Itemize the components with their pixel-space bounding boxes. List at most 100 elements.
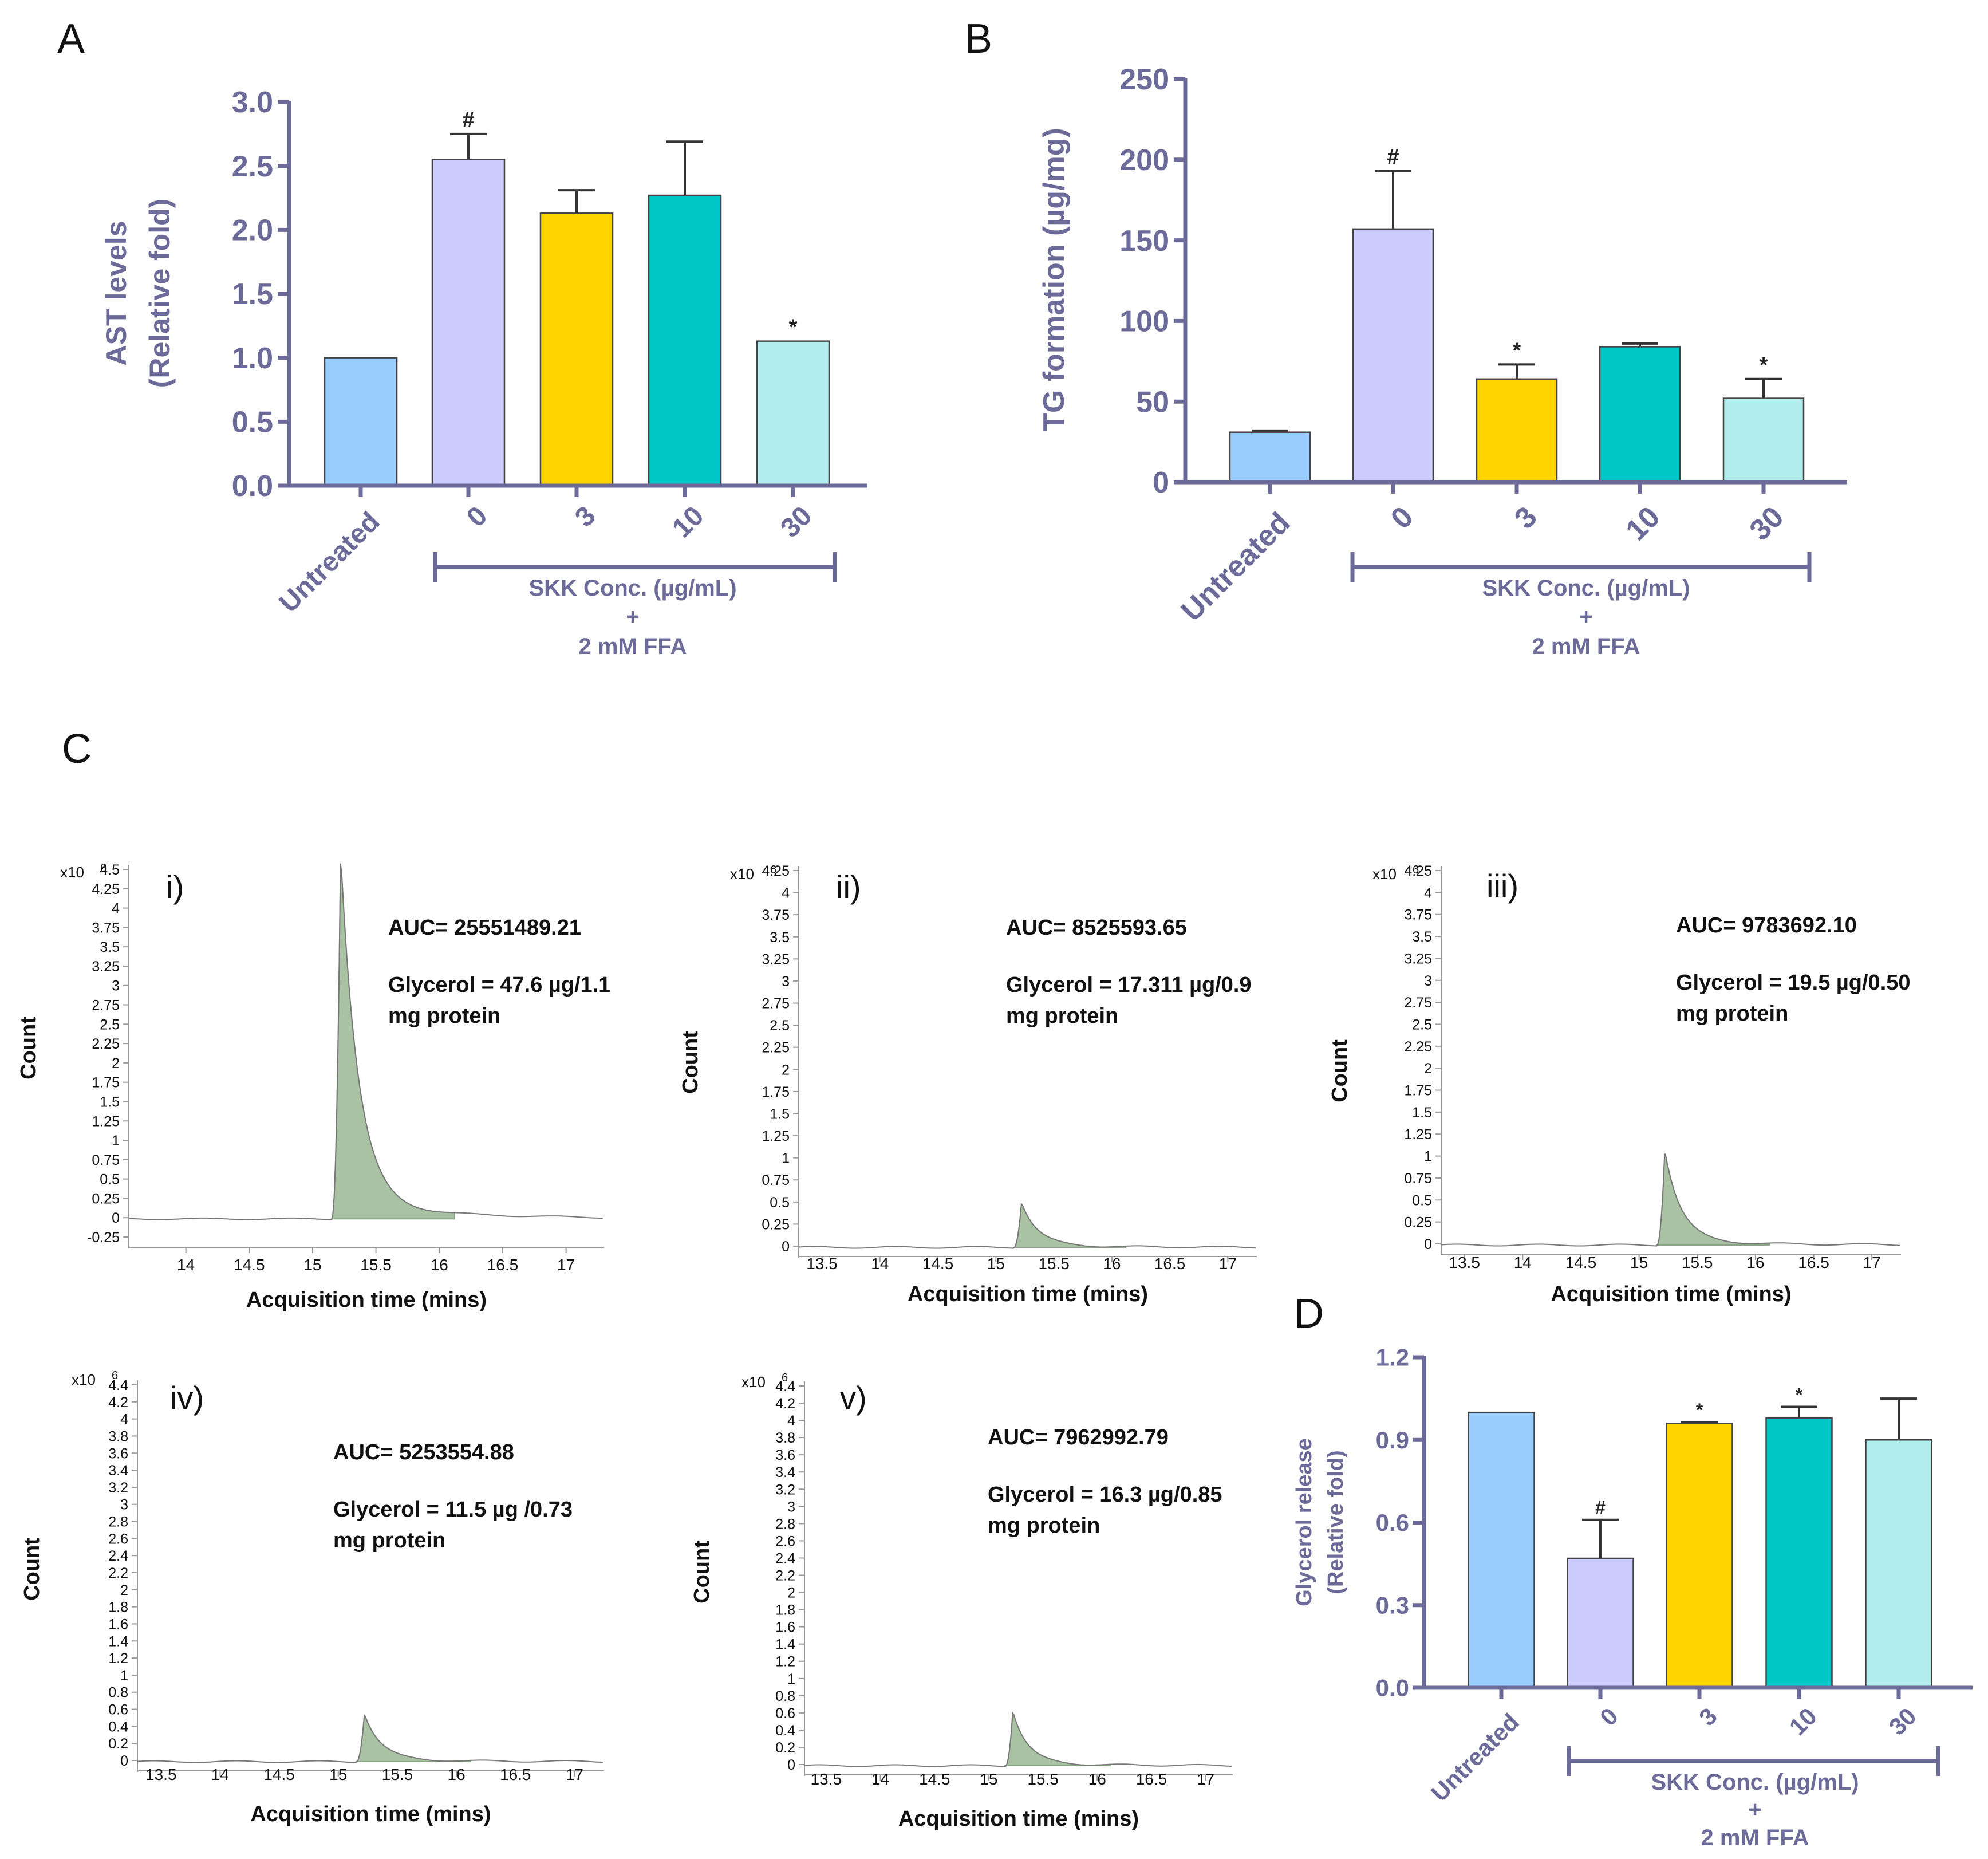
x-axis-title: Acquisition time (mins) [898, 1807, 1139, 1831]
y-tick-label: 2.25 [1404, 1039, 1432, 1055]
x-category-label: 30 [1744, 500, 1790, 547]
y-tick-label: 3.5 [1412, 929, 1432, 945]
y-tick-label: 2.6 [108, 1531, 128, 1547]
y-tick-label: 1.2 [1376, 1344, 1409, 1371]
x-tick-label: 16.5 [500, 1766, 531, 1783]
x-tick-label: 17 [1863, 1254, 1881, 1271]
x-tick-label: 14 [211, 1766, 229, 1783]
significance-mark: * [1760, 353, 1768, 377]
y-tick-label: 250 [1119, 63, 1169, 96]
y-multiplier-exponent: 6 [782, 1372, 788, 1384]
y-tick-label: 2.5 [1412, 1017, 1432, 1033]
y-tick-label: 2.0 [232, 214, 273, 247]
y-tick-label: 3.25 [92, 959, 120, 975]
x-tick-label: 16.5 [1136, 1770, 1167, 1788]
y-tick-label: 3.2 [108, 1480, 128, 1496]
chromatogram-ii: x10 6 0 0.25 0.5 0.75 1 1.25 1.5 1.75 2 2.25 2.5 2.75… [679, 863, 1257, 1306]
y-tick-label: 2.75 [762, 996, 790, 1012]
y-tick-label: 2 [787, 1585, 795, 1601]
y-tick-label: 3.6 [108, 1446, 128, 1462]
y-tick-label: 0 [787, 1757, 795, 1773]
y-tick-label: 1.4 [775, 1637, 795, 1653]
chromatogram-label: iv) [170, 1380, 204, 1416]
y-tick-label: 1.2 [108, 1651, 128, 1667]
y-tick-label: 1.25 [762, 1128, 790, 1144]
y-tick-label: 1.75 [762, 1084, 790, 1100]
glycerol-annotation-line2: mg protein [1006, 1004, 1118, 1028]
x-tick-label: 13.5 [145, 1766, 177, 1783]
y-tick-label: 3.6 [775, 1447, 795, 1463]
y-tick-label: 1 [782, 1151, 790, 1167]
y-axis-title: Count [1328, 1039, 1352, 1102]
y-tick-label: 0.6 [108, 1702, 128, 1718]
y-tick-label: 4.5 [100, 862, 120, 878]
significance-mark: # [462, 108, 474, 132]
x-axis-title: Acquisition time (mins) [908, 1282, 1148, 1306]
chart-b-tg-formation: TG formation (µg/mg)050100150200250Untre… [1038, 63, 1847, 659]
y-tick-label: 0.8 [108, 1685, 128, 1701]
x-tick-label: 14.5 [919, 1770, 950, 1788]
bar-10 [1765, 1417, 1833, 1689]
x-tick-label: 14.5 [234, 1256, 265, 1274]
panel-letter-d: D [1294, 1291, 1324, 1337]
y-tick-label: 1.75 [92, 1075, 120, 1091]
y-tick-label: 1.4 [108, 1633, 128, 1649]
glycerol-annotation: Glycerol = 11.5 µg /0.73 [333, 1498, 573, 1522]
bracket-label-ffa: 2 mM FFA [1532, 634, 1640, 659]
bar-0 [1352, 228, 1434, 483]
glycerol-annotation: Glycerol = 17.311 µg/0.9 [1006, 973, 1252, 997]
y-tick-label: 2 [112, 1055, 120, 1072]
y-tick-label: 0.5 [232, 406, 273, 439]
x-tick-label: 15.5 [382, 1766, 413, 1783]
chromatogram-trace [798, 1202, 1256, 1249]
x-tick-label: 16.5 [1798, 1254, 1829, 1271]
y-tick-label: 1 [112, 1133, 120, 1149]
x-tick-label: 16 [1088, 1770, 1106, 1788]
x-tick-label: 14 [871, 1770, 889, 1788]
integrated-peak-area [1004, 1711, 1111, 1768]
integrated-peak-area [1656, 1153, 1770, 1248]
y-axis-title: TG formation (µg/mg) [1038, 128, 1071, 431]
y-tick-label: 1.5 [232, 278, 273, 311]
y-tick-label: 2.5 [100, 1017, 120, 1033]
y-tick-label: 0.3 [1376, 1592, 1409, 1618]
x-category-label: 0 [1384, 500, 1419, 535]
x-tick-label: 16 [431, 1256, 448, 1274]
x-category-label: 0 [1595, 1703, 1623, 1731]
y-tick-label: 1.5 [770, 1106, 790, 1122]
x-tick-label: 13.5 [811, 1770, 842, 1788]
y-axis-title: Count [20, 1538, 44, 1601]
y-tick-label: 3.2 [775, 1482, 795, 1498]
x-tick-label: 15.5 [360, 1256, 392, 1274]
y-tick-label: 2.5 [770, 1018, 790, 1034]
auc-annotation: AUC= 8525593.65 [1006, 916, 1187, 940]
y-tick-label: 2 [782, 1062, 790, 1078]
x-tick-label: 15 [303, 1256, 321, 1274]
x-tick-label: 16.5 [1154, 1255, 1186, 1273]
x-tick-label: 15.5 [1027, 1770, 1059, 1788]
y-tick-label: -0.25 [87, 1230, 120, 1246]
x-axis-title: Acquisition time (mins) [250, 1802, 491, 1826]
y-tick-label: 1.8 [775, 1602, 795, 1618]
y-tick-label: 2.2 [108, 1565, 128, 1581]
x-tick-label: 13.5 [806, 1255, 838, 1273]
y-tick-label: 0.25 [92, 1191, 120, 1207]
x-tick-label: 16 [448, 1766, 466, 1783]
y-multiplier: x10 [1372, 865, 1397, 883]
bracket-label-ffa: 2 mM FFA [579, 634, 687, 659]
y-tick-label: 1.8 [108, 1600, 128, 1616]
y-multiplier: x10 [72, 1371, 96, 1388]
auc-annotation: AUC= 25551489.21 [388, 916, 581, 940]
y-multiplier-exponent: 6 [1413, 864, 1419, 876]
y-tick-label: 3.5 [770, 929, 790, 946]
y-axis-title: Count [690, 1541, 714, 1604]
y-axis-title-line2: (Relative fold) [144, 199, 176, 388]
x-category-label: Untreated [274, 506, 386, 619]
y-tick-label: 2.75 [1404, 995, 1432, 1011]
y-multiplier: x10 [730, 865, 754, 883]
x-axis-title: Acquisition time (mins) [246, 1288, 487, 1312]
x-tick-label: 14 [871, 1255, 889, 1273]
y-multiplier: x10 [60, 864, 84, 881]
y-tick-label: 100 [1119, 305, 1169, 338]
y-tick-label: 0.5 [100, 1172, 120, 1188]
